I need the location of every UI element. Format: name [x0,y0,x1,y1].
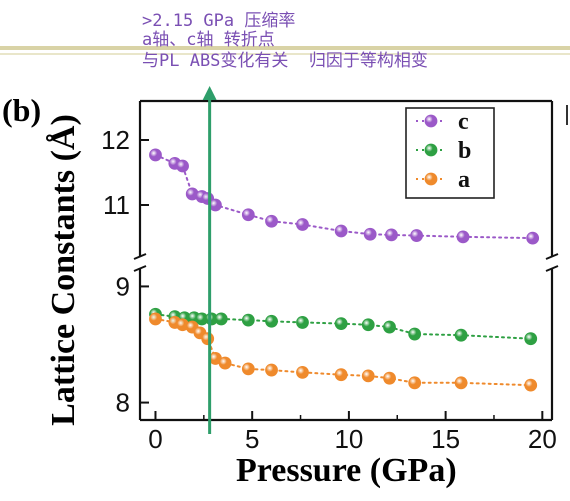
point-a-8 [241,362,255,376]
x-tick-label-0: 0 [148,424,162,454]
data-points [149,148,540,392]
point-b-15 [524,332,538,346]
point-a-16 [524,378,538,392]
legend-marker-c [424,114,438,128]
point-b-13 [408,327,422,341]
x-tick-label-4: 20 [528,424,557,454]
point-a-10 [296,365,309,379]
fit-line-c [154,153,534,240]
point-b-14 [454,328,468,342]
annotation-turning-point: a轴、c轴 转折点 [142,30,275,50]
break-right-1 [545,253,559,260]
point-a-14 [408,376,422,390]
fit-line-b [154,313,532,340]
legend-label-a: a [458,167,470,193]
x-tick-label-2: 10 [334,424,363,454]
axis-break-marks [133,253,559,272]
point-a-5 [201,332,215,346]
point-b-10 [334,317,348,330]
point-c-11 [363,227,377,241]
y-axis-title: Lattice Constants (Å) [45,114,82,426]
point-c-8 [265,214,278,228]
point-a-11 [334,368,348,382]
point-a-9 [265,363,278,377]
point-b-12 [383,320,396,334]
point-c-13 [410,229,424,242]
point-a-12 [361,369,375,383]
y-lower-tick-label-0: 8 [116,388,130,418]
fit-curves [154,153,534,387]
point-c-7 [241,208,255,222]
y-upper-tick-label-0: 11 [103,190,130,220]
legend-label-c: c [458,109,469,135]
axis-ticks [140,139,544,420]
point-c-14 [456,230,470,244]
y-upper-tick-label-1: 12 [101,125,130,155]
point-b-6 [214,312,228,326]
point-b-9 [296,316,309,329]
point-a-0 [149,312,162,326]
point-b-8 [265,314,278,328]
point-a-15 [454,376,468,390]
point-b-7 [241,313,255,327]
x-tick-label-3: 15 [431,424,460,454]
point-c-12 [385,228,398,242]
x-tick-label-1: 5 [245,424,259,454]
break-left-2 [133,265,147,272]
legend-marker-b [424,143,438,157]
point-c-15 [526,231,540,245]
point-a-7 [218,356,232,370]
panel-label: (b) [2,92,42,128]
legend-label-b: b [458,138,471,164]
marker-arrow-head [202,86,217,100]
legend-box [405,107,495,199]
point-c-6 [209,198,222,212]
break-left-1 [133,253,147,260]
point-c-0 [149,148,162,162]
point-b-11 [361,318,375,332]
x-axis-title: Pressure (GPa) [236,452,457,489]
legend: cba [405,107,495,199]
annotation-phase-transition: 与PL ABS变化有关 归因于等构相变 [142,51,428,71]
point-c-2 [176,159,189,173]
annotation-compression: >2.15 GPa 压缩率 [142,11,296,31]
point-c-10 [334,224,348,238]
tick-labels: 0 5 10 15 20 11 12 8 9 [101,125,557,454]
point-a-13 [383,371,396,385]
y-lower-tick-label-1: 9 [116,271,130,301]
legend-marker-a [424,172,438,186]
break-right-2 [545,265,559,272]
point-c-9 [296,218,309,231]
